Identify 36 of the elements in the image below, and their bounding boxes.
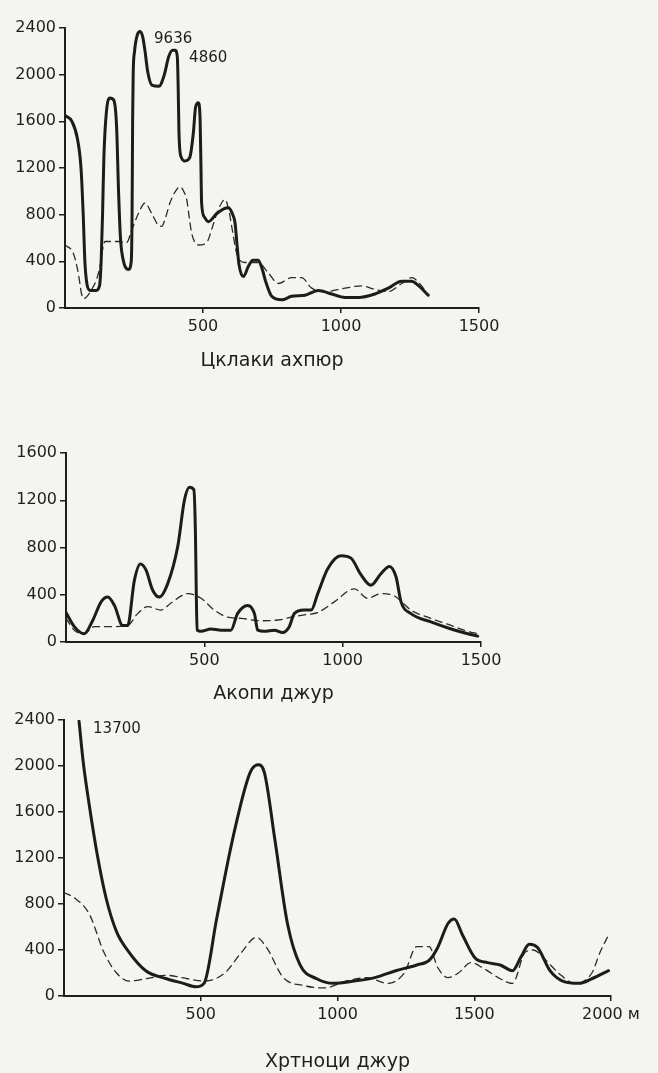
y-tick-label: 1200 bbox=[16, 489, 57, 509]
x-tick-label: 1500 bbox=[458, 315, 500, 335]
annotation: 9636 bbox=[154, 29, 193, 48]
annotation: 13700 bbox=[93, 719, 141, 738]
x-tick-label: 500 bbox=[187, 315, 219, 335]
x-tick-label: 1000 bbox=[322, 649, 364, 669]
y-tick-label: 1200 bbox=[15, 157, 56, 177]
x-tick-label: 1500 bbox=[453, 1003, 495, 1023]
x-axis-title: Хртноци джур bbox=[264, 1048, 411, 1071]
y-tick-label: 2400 bbox=[15, 17, 56, 37]
y-tick-label: 400 bbox=[24, 939, 55, 959]
x-tick-label: 500 bbox=[189, 649, 220, 669]
y-tick-label: 1200 bbox=[14, 847, 55, 867]
y-tick-label: 800 bbox=[25, 203, 56, 223]
annotation: 4860 bbox=[189, 48, 228, 67]
y-tick-label: 800 bbox=[26, 536, 57, 556]
y-tick-label: 0 bbox=[45, 297, 56, 317]
y-tick-label: 0 bbox=[44, 985, 55, 1005]
x-axis-title: Цклаки ахпюр bbox=[200, 347, 344, 370]
line-series bbox=[77, 720, 611, 989]
x-tick-label: 500 bbox=[185, 1003, 217, 1023]
y-tick-label: 1600 bbox=[16, 442, 57, 462]
y-tick-label: 400 bbox=[26, 583, 57, 603]
x-axis-title: Акопи джур bbox=[213, 680, 334, 703]
y-tick-label: 1600 bbox=[15, 110, 56, 130]
y-tick-label: 400 bbox=[25, 250, 56, 270]
x-tick-label: 2000 м bbox=[582, 1003, 640, 1023]
y-tick-label: 2000 bbox=[15, 63, 56, 83]
x-tick-label: 1000 bbox=[320, 315, 362, 335]
y-tick-label: 2000 bbox=[14, 755, 55, 775]
y-tick-label: 800 bbox=[24, 893, 55, 913]
y-tick-label: 1600 bbox=[14, 801, 55, 821]
y-tick-label: 0 bbox=[46, 631, 57, 651]
x-tick-label: 1000 bbox=[317, 1003, 358, 1023]
y-tick-label: 2400 bbox=[14, 709, 55, 729]
x-tick-label: 1500 bbox=[460, 649, 502, 669]
